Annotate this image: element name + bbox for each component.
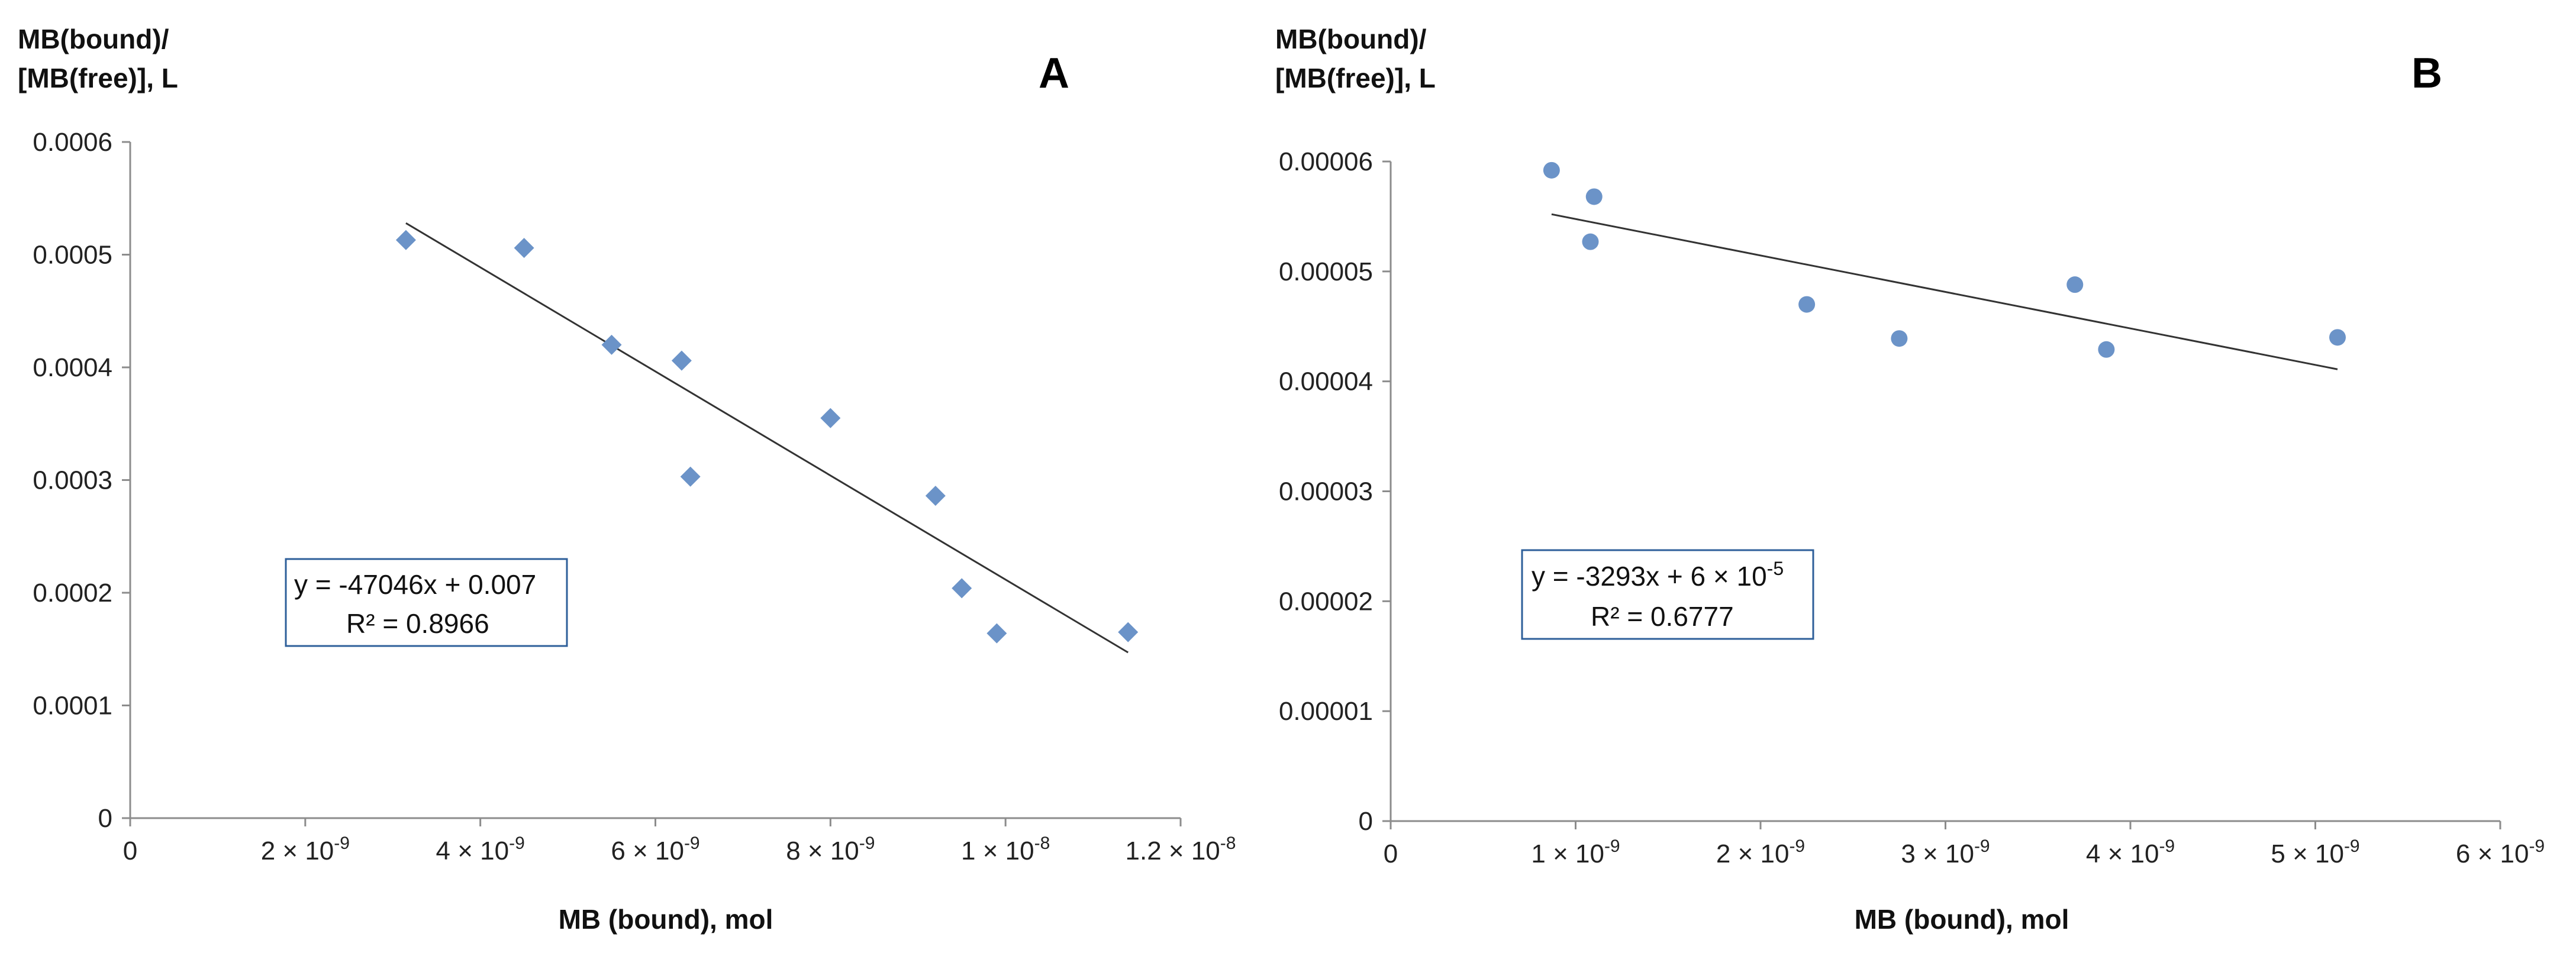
panel-a-x-tick-label: 0 xyxy=(123,836,137,865)
panel-b-y-tick-label: 0.00001 xyxy=(1279,697,1373,726)
panel-a-y-tick-label: 0.0006 xyxy=(33,128,112,157)
panel-b-data-point xyxy=(2098,341,2115,358)
panel-b-equation-text: y = -3293x + 6 × 10 xyxy=(1532,561,1767,592)
panel-a-x-tick-label: 1.2 × 10-8 xyxy=(1126,834,1236,865)
panel-b-ticks: 0 0.00001 0.00002 0.00003 0.00004 0.00005 0.00… xyxy=(1279,147,2545,868)
panel-a-label: A xyxy=(1039,50,1069,97)
panel-b-data-point xyxy=(1891,330,1908,347)
panel-a-ticks: 0 0.0001 0.0002 0.0003 0.0004 0.0005 0.0006 0 2 … xyxy=(33,128,1236,865)
panel-a-x-tick-label: 4 × 10-9 xyxy=(436,834,525,865)
panel-a-data-point xyxy=(601,334,622,355)
panel-a-ylabel-line1: MB(bound)/ xyxy=(18,24,169,54)
panel-a-points xyxy=(395,230,1139,644)
panel-a-data-point xyxy=(671,350,692,371)
panel-b-x-tick-label: 5 × 10-9 xyxy=(2271,836,2359,868)
panel-b-x-tick-label: 6 × 10-9 xyxy=(2456,836,2545,868)
panel-a-x-tick-label: 2 × 10-9 xyxy=(261,834,350,865)
panel-a-r-squared: R² = 0.8966 xyxy=(346,608,489,639)
panel-a-y-tick-label: 0.0004 xyxy=(33,353,112,382)
panel-b-equation-exponent: -5 xyxy=(1767,558,1784,579)
panel-b-r-squared: R² = 0.6777 xyxy=(1591,601,1734,632)
panel-a-x-tick-label: 8 × 10-9 xyxy=(786,834,875,865)
panel-b-label: B xyxy=(2411,50,2442,97)
panel-b-data-point xyxy=(1543,161,1560,179)
panel-b-y-tick-label: 0.00005 xyxy=(1279,257,1373,286)
panel-a-equation: y = -47046x + 0.007 xyxy=(294,569,536,600)
panel-a-data-point xyxy=(925,486,946,506)
panel-b-x-tick-label: 2 × 10-9 xyxy=(1716,836,1805,868)
panel-b-equation-box: y = -3293x + 6 × 10-5 R² = 0.6777 xyxy=(1521,549,1814,640)
panel-a-trendline xyxy=(405,222,1129,654)
panel-b-data-point xyxy=(2066,276,2084,293)
panel-b-ylabel-line1: MB(bound)/ xyxy=(1275,24,1427,54)
panel-b-ylabel-line2: [MB(free)], L xyxy=(1275,63,1436,93)
panel-b-x-tick-label: 1 × 10-9 xyxy=(1531,836,1620,868)
panel-a-data-point xyxy=(986,623,1007,644)
panel-b-y-tick-label: 0 xyxy=(1359,807,1373,836)
panel-b: MB(bound)/ [MB(free)], L B MB (bound), m… xyxy=(1275,24,2545,935)
panel-b-y-tick-label: 0.00003 xyxy=(1279,477,1373,506)
panel-b-equation-frame xyxy=(1521,549,1814,640)
panel-b-x-tick-label: 4 × 10-9 xyxy=(2086,836,2175,868)
panel-a-xlabel: MB (bound), mol xyxy=(559,904,773,935)
panel-b-equation: y = -3293x + 6 × 10-5 xyxy=(1532,558,1784,592)
panel-b-data-point xyxy=(1798,296,1816,313)
panel-a-data-point xyxy=(680,466,701,487)
panel-b-y-tick-label: 0.00004 xyxy=(1279,367,1373,396)
panel-b-x-tick-label: 3 × 10-9 xyxy=(1901,836,1990,868)
panel-a-data-point xyxy=(395,230,416,250)
panel-a-y-tick-label: 0.0001 xyxy=(33,692,112,721)
panel-b-y-tick-label: 0.00006 xyxy=(1279,147,1373,176)
panel-a-data-point xyxy=(952,578,972,599)
panel-a-ylabel-line2: [MB(free)], L xyxy=(18,63,178,93)
panel-a-data-point xyxy=(820,408,841,428)
panel-a: MB(bound)/ [MB(free)], L A MB (bound), m… xyxy=(18,24,1236,935)
panel-b-x-tick-label: 0 xyxy=(1384,839,1398,868)
panel-a-x-tick-label: 6 × 10-9 xyxy=(611,834,699,865)
panel-a-y-tick-label: 0.0003 xyxy=(33,466,112,495)
panel-a-data-point xyxy=(514,238,534,259)
panel-a-y-tick-label: 0 xyxy=(98,804,112,833)
panel-a-equation-box: y = -47046x + 0.007 R² = 0.8966 xyxy=(285,558,568,647)
panel-b-xlabel: MB (bound), mol xyxy=(1855,904,2069,935)
panel-b-data-point xyxy=(2329,329,2346,346)
panel-a-y-tick-label: 0.0002 xyxy=(33,579,112,608)
panel-a-data-point xyxy=(1118,622,1139,642)
panel-a-y-tick-label: 0.0005 xyxy=(33,241,112,270)
panel-b-data-point xyxy=(1582,233,1599,250)
panel-a-equation-text: y = -47046x + 0.007 xyxy=(294,569,536,600)
panel-b-points xyxy=(1543,161,2346,358)
panel-b-data-point xyxy=(1585,188,1603,205)
panel-b-trendline xyxy=(1551,213,2338,370)
panel-a-x-tick-label: 1 × 10-8 xyxy=(961,834,1050,865)
panel-b-y-tick-label: 0.00002 xyxy=(1279,587,1373,616)
panel-a-equation-frame xyxy=(285,558,568,647)
